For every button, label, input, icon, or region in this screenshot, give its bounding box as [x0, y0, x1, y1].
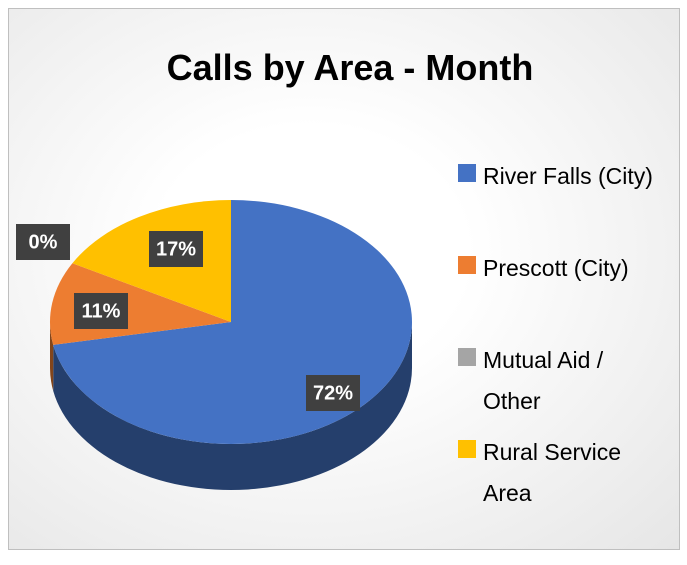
data-label-box [16, 224, 70, 260]
data-label: 11% [82, 300, 121, 322]
legend-swatch [458, 256, 476, 274]
data-label: 17% [156, 238, 196, 260]
legend-entry: River Falls (City) [458, 156, 668, 248]
chart-title: Calls by Area - Month [167, 47, 534, 88]
slice-side [50, 322, 54, 391]
legend-label: Mutual Aid / Other [483, 347, 604, 414]
legend-label: Rural Service Area [483, 439, 622, 506]
legend: River Falls (City) Prescott (City) Mutual … [458, 156, 668, 524]
legend-swatch [458, 348, 476, 366]
legend-label: River Falls (City) [483, 163, 653, 189]
data-label-box [149, 231, 203, 267]
legend-entry: Prescott (City) [458, 248, 668, 340]
legend-entry: Mutual Aid / Other [458, 340, 668, 432]
slice-side [53, 322, 413, 491]
data-label: 72% [313, 382, 353, 404]
data-label-box [74, 293, 128, 329]
legend-swatch [458, 440, 476, 458]
legend-entry: Rural Service Area [458, 432, 668, 524]
legend-swatch [458, 164, 476, 182]
data-label-box [306, 375, 360, 411]
data-label: 0% [29, 231, 58, 253]
legend-label: Prescott (City) [483, 255, 629, 281]
